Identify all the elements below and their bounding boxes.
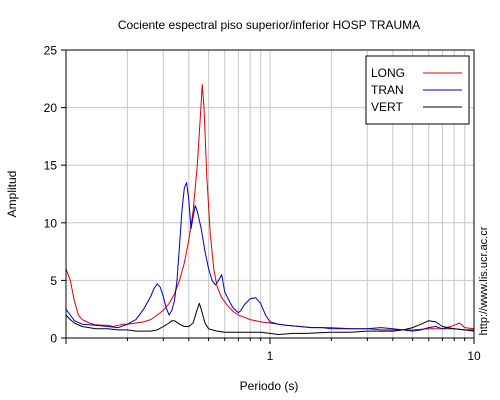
- y-tick-label: 25: [44, 44, 58, 58]
- legend-label-tran: TRAN: [371, 83, 404, 97]
- series-line-tran: [65, 182, 474, 332]
- y-tick-label: 5: [50, 274, 57, 288]
- y-axis-label: Amplitud: [5, 171, 19, 218]
- legend-label-long: LONG: [371, 66, 405, 80]
- x-tick-label: 10: [467, 349, 481, 363]
- chart-title: Cociente espectral piso superior/inferio…: [118, 18, 420, 32]
- source-url-text: http://www.lis.ucr.ac.cr: [478, 226, 490, 335]
- y-tick-label: 15: [44, 159, 58, 173]
- x-axis-label: Periodo (s): [240, 379, 299, 393]
- x-tick-label: 1: [267, 349, 274, 363]
- series-layer: [65, 84, 475, 335]
- y-tick-label: 0: [50, 332, 57, 346]
- legend: LONG TRAN VERT: [365, 55, 470, 125]
- series-line-vert: [65, 302, 475, 335]
- axis-ticks: 0 5 10 15 20 25 1 10: [44, 44, 481, 364]
- y-tick-label: 10: [44, 216, 58, 230]
- y-tick-label: 20: [44, 101, 58, 115]
- legend-label-vert: VERT: [371, 100, 403, 114]
